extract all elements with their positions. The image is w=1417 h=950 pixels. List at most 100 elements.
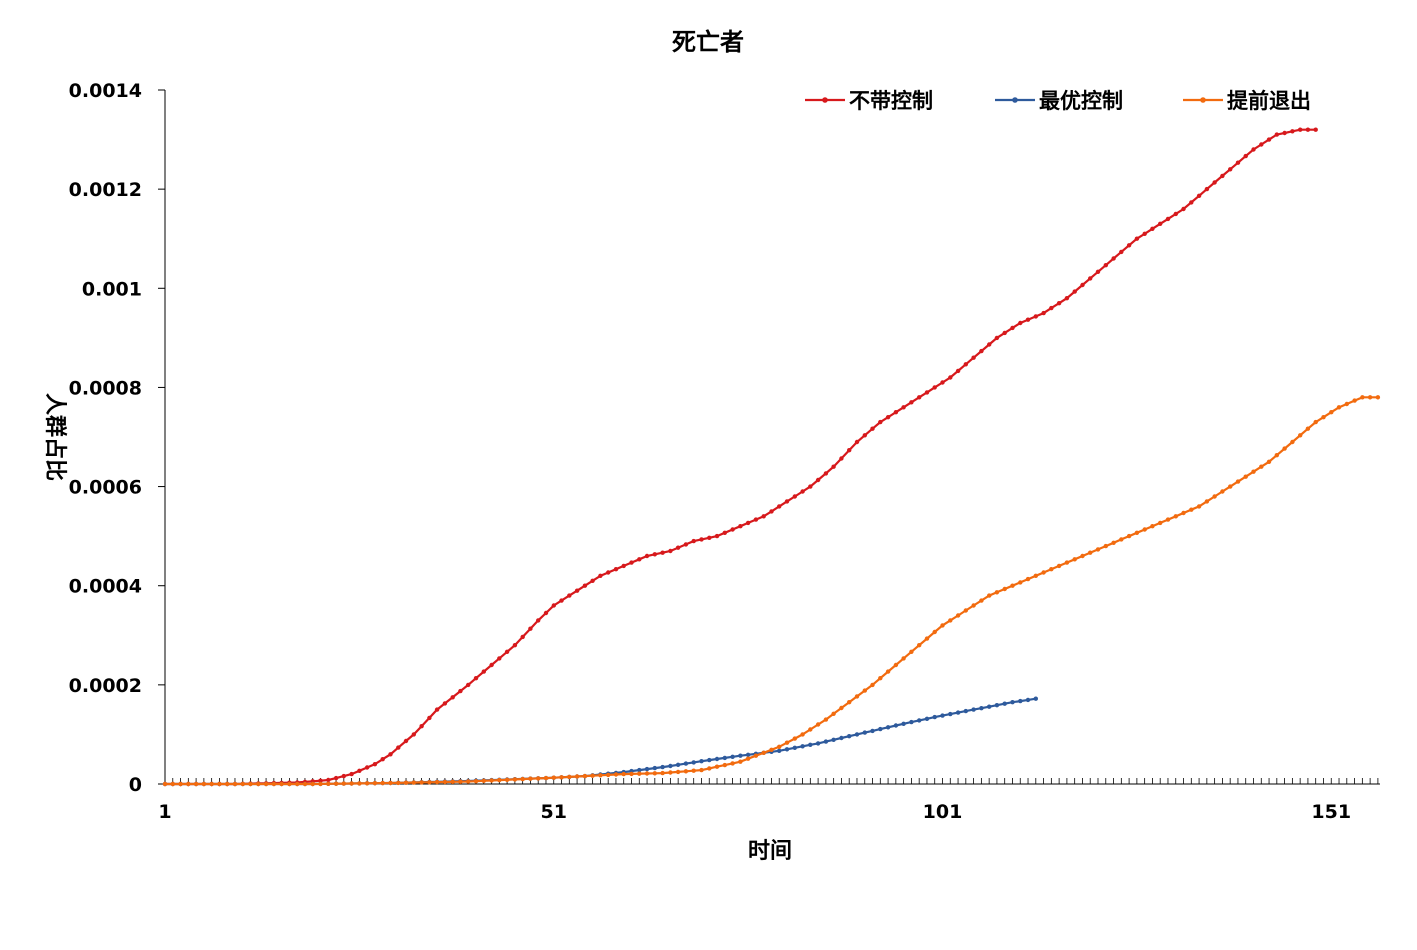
- legend-label: 提前退出: [1227, 89, 1311, 113]
- data-point: [1150, 524, 1155, 529]
- data-point: [1352, 398, 1357, 403]
- data-point: [784, 740, 790, 745]
- data-point: [1111, 256, 1116, 261]
- data-point: [854, 439, 860, 445]
- data-point: [909, 719, 914, 725]
- data-point: [808, 727, 813, 732]
- data-point: [738, 759, 743, 764]
- data-point: [909, 649, 914, 654]
- data-point: [1305, 426, 1311, 431]
- data-point: [489, 662, 494, 668]
- data-point: [1025, 697, 1031, 703]
- data-point: [302, 781, 308, 787]
- data-point: [466, 779, 471, 784]
- data-point: [271, 781, 277, 787]
- data-point: [598, 773, 603, 778]
- data-point: [162, 781, 168, 787]
- data-point: [738, 753, 743, 758]
- data-point: [613, 772, 619, 777]
- series-layer: [162, 127, 1381, 787]
- data-point: [442, 701, 448, 706]
- data-point: [1189, 507, 1194, 512]
- data-point: [660, 550, 665, 555]
- y-tick-label: 0.0006: [69, 477, 142, 499]
- data-point: [738, 524, 743, 529]
- data-point: [1181, 510, 1186, 516]
- data-point: [940, 380, 945, 385]
- data-point: [1041, 570, 1046, 575]
- legend-marker: [1200, 97, 1206, 103]
- data-point: [1196, 504, 1202, 509]
- data-point: [691, 768, 696, 773]
- data-point: [1212, 494, 1217, 499]
- data-point: [520, 776, 525, 782]
- data-point: [1033, 314, 1039, 319]
- data-point: [240, 781, 245, 787]
- data-point: [1025, 576, 1031, 582]
- data-point: [473, 676, 479, 681]
- data-point: [1095, 269, 1101, 274]
- data-point: [1064, 560, 1070, 565]
- data-point: [722, 530, 727, 535]
- data-point: [504, 649, 510, 654]
- data-point: [349, 781, 354, 786]
- data-point: [1251, 147, 1256, 152]
- data-point: [675, 769, 681, 775]
- data-point: [1018, 320, 1023, 326]
- data-point: [1321, 415, 1326, 420]
- data-point: [1049, 567, 1054, 572]
- data-point: [745, 752, 751, 757]
- data-point: [263, 781, 269, 787]
- legend: 不带控制 最优控制 提前退出: [805, 89, 1311, 113]
- data-point: [295, 781, 300, 787]
- legend-marker: [822, 97, 828, 103]
- data-point: [1274, 132, 1280, 137]
- data-point: [1181, 206, 1186, 212]
- data-point: [668, 770, 673, 775]
- y-tick-label: 0.0002: [69, 675, 142, 697]
- data-point: [839, 456, 844, 461]
- data-point: [590, 578, 595, 583]
- data-point: [901, 405, 906, 410]
- data-point: [388, 780, 393, 786]
- data-point: [1344, 401, 1350, 407]
- data-point: [170, 781, 175, 787]
- data-point: [885, 415, 891, 420]
- data-point: [699, 537, 704, 542]
- data-point: [1126, 533, 1132, 539]
- data-point: [520, 634, 525, 640]
- data-point: [800, 489, 805, 494]
- data-point: [800, 744, 805, 749]
- data-point: [660, 764, 665, 770]
- data-point: [675, 762, 681, 767]
- data-point: [582, 583, 588, 588]
- data-point: [1056, 563, 1062, 569]
- data-point: [1329, 410, 1334, 415]
- data-point: [1041, 310, 1046, 316]
- data-point: [1119, 249, 1124, 255]
- data-point: [528, 626, 533, 631]
- data-point: [1010, 700, 1015, 705]
- data-point: [574, 774, 580, 779]
- data-point: [1313, 127, 1318, 132]
- y-axis: 0 0.0002 0.0004 0.0006 0.0008 0.001 0.0012 0.00…: [69, 80, 166, 796]
- data-point: [971, 603, 976, 608]
- data-point: [1010, 325, 1015, 331]
- data-point: [357, 768, 362, 773]
- y-tick-label: 0.0008: [69, 377, 142, 399]
- data-point: [691, 538, 696, 544]
- data-point: [854, 694, 860, 699]
- data-point: [1119, 537, 1124, 542]
- data-point: [730, 527, 735, 532]
- data-point: [450, 779, 455, 784]
- data-point: [1025, 317, 1031, 322]
- data-point: [1111, 540, 1116, 545]
- data-point: [777, 504, 782, 509]
- data-point: [629, 771, 634, 777]
- data-point: [590, 773, 595, 778]
- data-point: [847, 448, 852, 453]
- data-point: [318, 781, 323, 787]
- data-point: [963, 708, 968, 714]
- data-point: [419, 724, 424, 729]
- data-point: [434, 707, 440, 712]
